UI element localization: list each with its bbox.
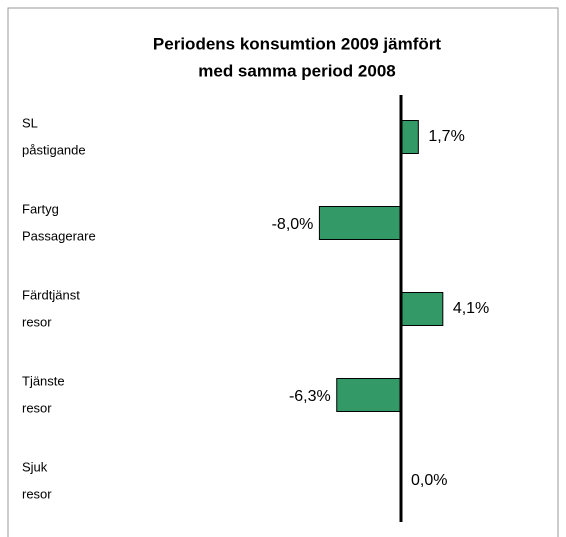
category-label: Tjänste	[22, 373, 65, 388]
category-label: påstigande	[22, 142, 86, 157]
category-label: resor	[22, 486, 52, 501]
bar	[336, 378, 402, 412]
category-label: resor	[22, 314, 52, 329]
value-label: 0,0%	[411, 472, 447, 489]
category-label: SL	[22, 115, 38, 130]
chart-title: Periodens konsumtion 2009 jämfört	[153, 34, 441, 53]
category-label: resor	[22, 400, 52, 415]
bar	[400, 120, 419, 154]
category-label: Färdtjänst	[22, 287, 80, 302]
category-label: Fartyg	[22, 201, 59, 216]
category-label: Sjuk	[22, 459, 48, 474]
bar	[318, 206, 402, 240]
category-label: Passagerare	[22, 228, 96, 243]
frame	[7, 7, 559, 537]
value-label: -8,0%	[272, 216, 314, 233]
bar	[400, 292, 444, 326]
value-label: 1,7%	[428, 128, 464, 145]
chart-title: med samma period 2008	[198, 61, 395, 80]
value-label: 4,1%	[453, 300, 489, 317]
value-label: -6,3%	[289, 388, 331, 405]
